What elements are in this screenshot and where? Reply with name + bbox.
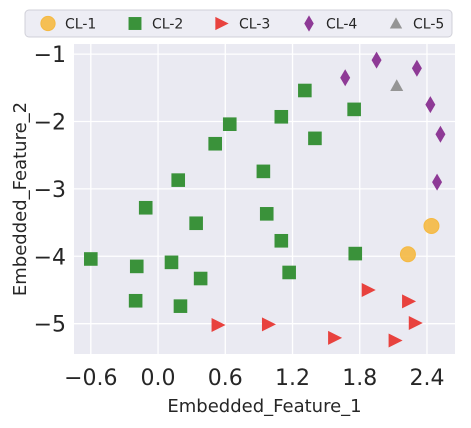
x-tick-label: 2.4 [409,366,444,391]
legend-frame [24,9,453,38]
y-axis-ticks: −1 −2 −3 −4 −5 [34,43,66,338]
y-tick-label: −5 [34,313,66,338]
data-point-cl-3 [361,282,376,297]
data-point-cl-2 [274,233,289,248]
x-tick-label: 0.6 [208,366,243,391]
legend-marker [304,15,314,32]
legend-marker [128,17,142,30]
data-point-cl-3 [328,330,343,345]
data-point-cl-2 [138,200,153,215]
legend-label: CL-3 [239,17,270,33]
x-tick-label: 1.8 [342,366,377,391]
data-point-cl-2 [348,246,363,261]
data-points [84,51,446,348]
legend-item-cl-3: CL-3 [215,17,270,33]
data-point-cl-5 [390,79,404,91]
data-point-cl-2 [173,299,188,313]
data-point-cl-1 [423,217,440,234]
data-point-cl-4 [432,173,443,191]
x-axis-ticks: −0.6 0.0 0.6 1.2 1.8 2.4 [64,366,444,391]
data-point-cl-2 [129,259,144,274]
legend: CL-1 CL-2 CL-3 CL-4 CL-5 [24,9,453,38]
data-point-cl-2 [259,207,274,221]
y-tick-label: −2 [34,111,66,136]
legend-label: CL-5 [413,17,444,33]
data-point-cl-4 [425,96,436,114]
series-cl-3 [211,282,423,348]
legend-label: CL-4 [326,17,357,33]
legend-marker [389,17,403,29]
y-tick-label: −1 [34,43,66,68]
legend-item-cl-4: CL-4 [304,15,357,33]
legend-marker [215,16,229,31]
data-point-cl-2 [189,216,203,231]
data-point-cl-1 [399,246,416,263]
data-point-cl-2 [347,102,361,117]
data-point-cl-2 [171,173,186,187]
data-point-cl-2 [84,252,98,266]
data-point-cl-4 [411,59,422,77]
x-axis-title: Embedded_Feature_1 [167,396,361,417]
data-point-cl-3 [408,316,423,330]
data-point-cl-2 [164,255,179,270]
data-point-cl-2 [256,164,271,179]
y-tick-label: −4 [34,245,66,270]
data-point-cl-2 [298,83,312,98]
data-point-cl-2 [208,136,222,151]
data-point-cl-2 [128,293,143,308]
legend-marker [40,15,56,32]
legend-item-cl-5: CL-5 [389,17,444,33]
data-point-cl-2 [282,265,296,280]
legend-item-cl-2: CL-2 [128,17,183,33]
series-cl-1 [399,217,440,263]
data-point-cl-4 [340,69,351,87]
legend-item-cl-1: CL-1 [40,15,96,33]
y-axis-title: Embedded_Feature_2 [10,102,31,296]
series-cl-2 [84,83,363,313]
series-cl-4 [340,51,446,191]
data-point-cl-3 [402,294,417,309]
data-point-cl-2 [193,271,208,286]
legend-label: CL-2 [152,17,183,33]
data-point-cl-4 [371,51,382,69]
y-tick-label: −3 [34,178,66,203]
data-point-cl-3 [261,317,276,332]
data-point-cl-2 [222,117,237,131]
data-point-cl-4 [435,125,446,143]
legend-label: CL-1 [65,17,96,33]
data-point-cl-2 [274,109,289,124]
x-tick-label: 0.0 [141,366,176,391]
series-cl-5 [390,79,404,91]
data-point-cl-2 [308,131,322,146]
data-point-cl-3 [388,333,403,348]
data-point-cl-3 [211,318,226,333]
x-tick-label: −0.6 [64,366,117,391]
x-tick-label: 1.2 [275,366,310,391]
